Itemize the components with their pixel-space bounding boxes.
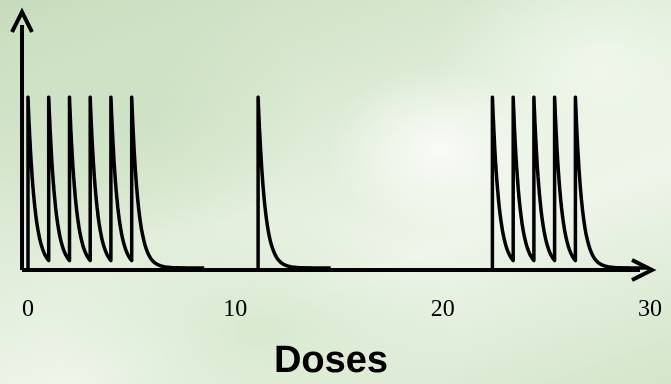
- y-axis-arrowhead: [10, 7, 34, 33]
- dose-burst-line: [490, 95, 649, 270]
- x-tick-labels: 0 10 20 30: [22, 296, 662, 322]
- x-tick-label: 10: [223, 296, 247, 322]
- dose-burst-line: [256, 95, 332, 270]
- concentration-curves: [26, 95, 649, 270]
- x-tick-label: 0: [22, 296, 34, 322]
- x-axis-arrowhead: [631, 258, 657, 282]
- x-tick-label: 20: [431, 296, 455, 322]
- dose-burst-line: [26, 95, 205, 270]
- x-axis-title: Doses: [274, 339, 388, 381]
- x-tick-label: 30: [638, 296, 662, 322]
